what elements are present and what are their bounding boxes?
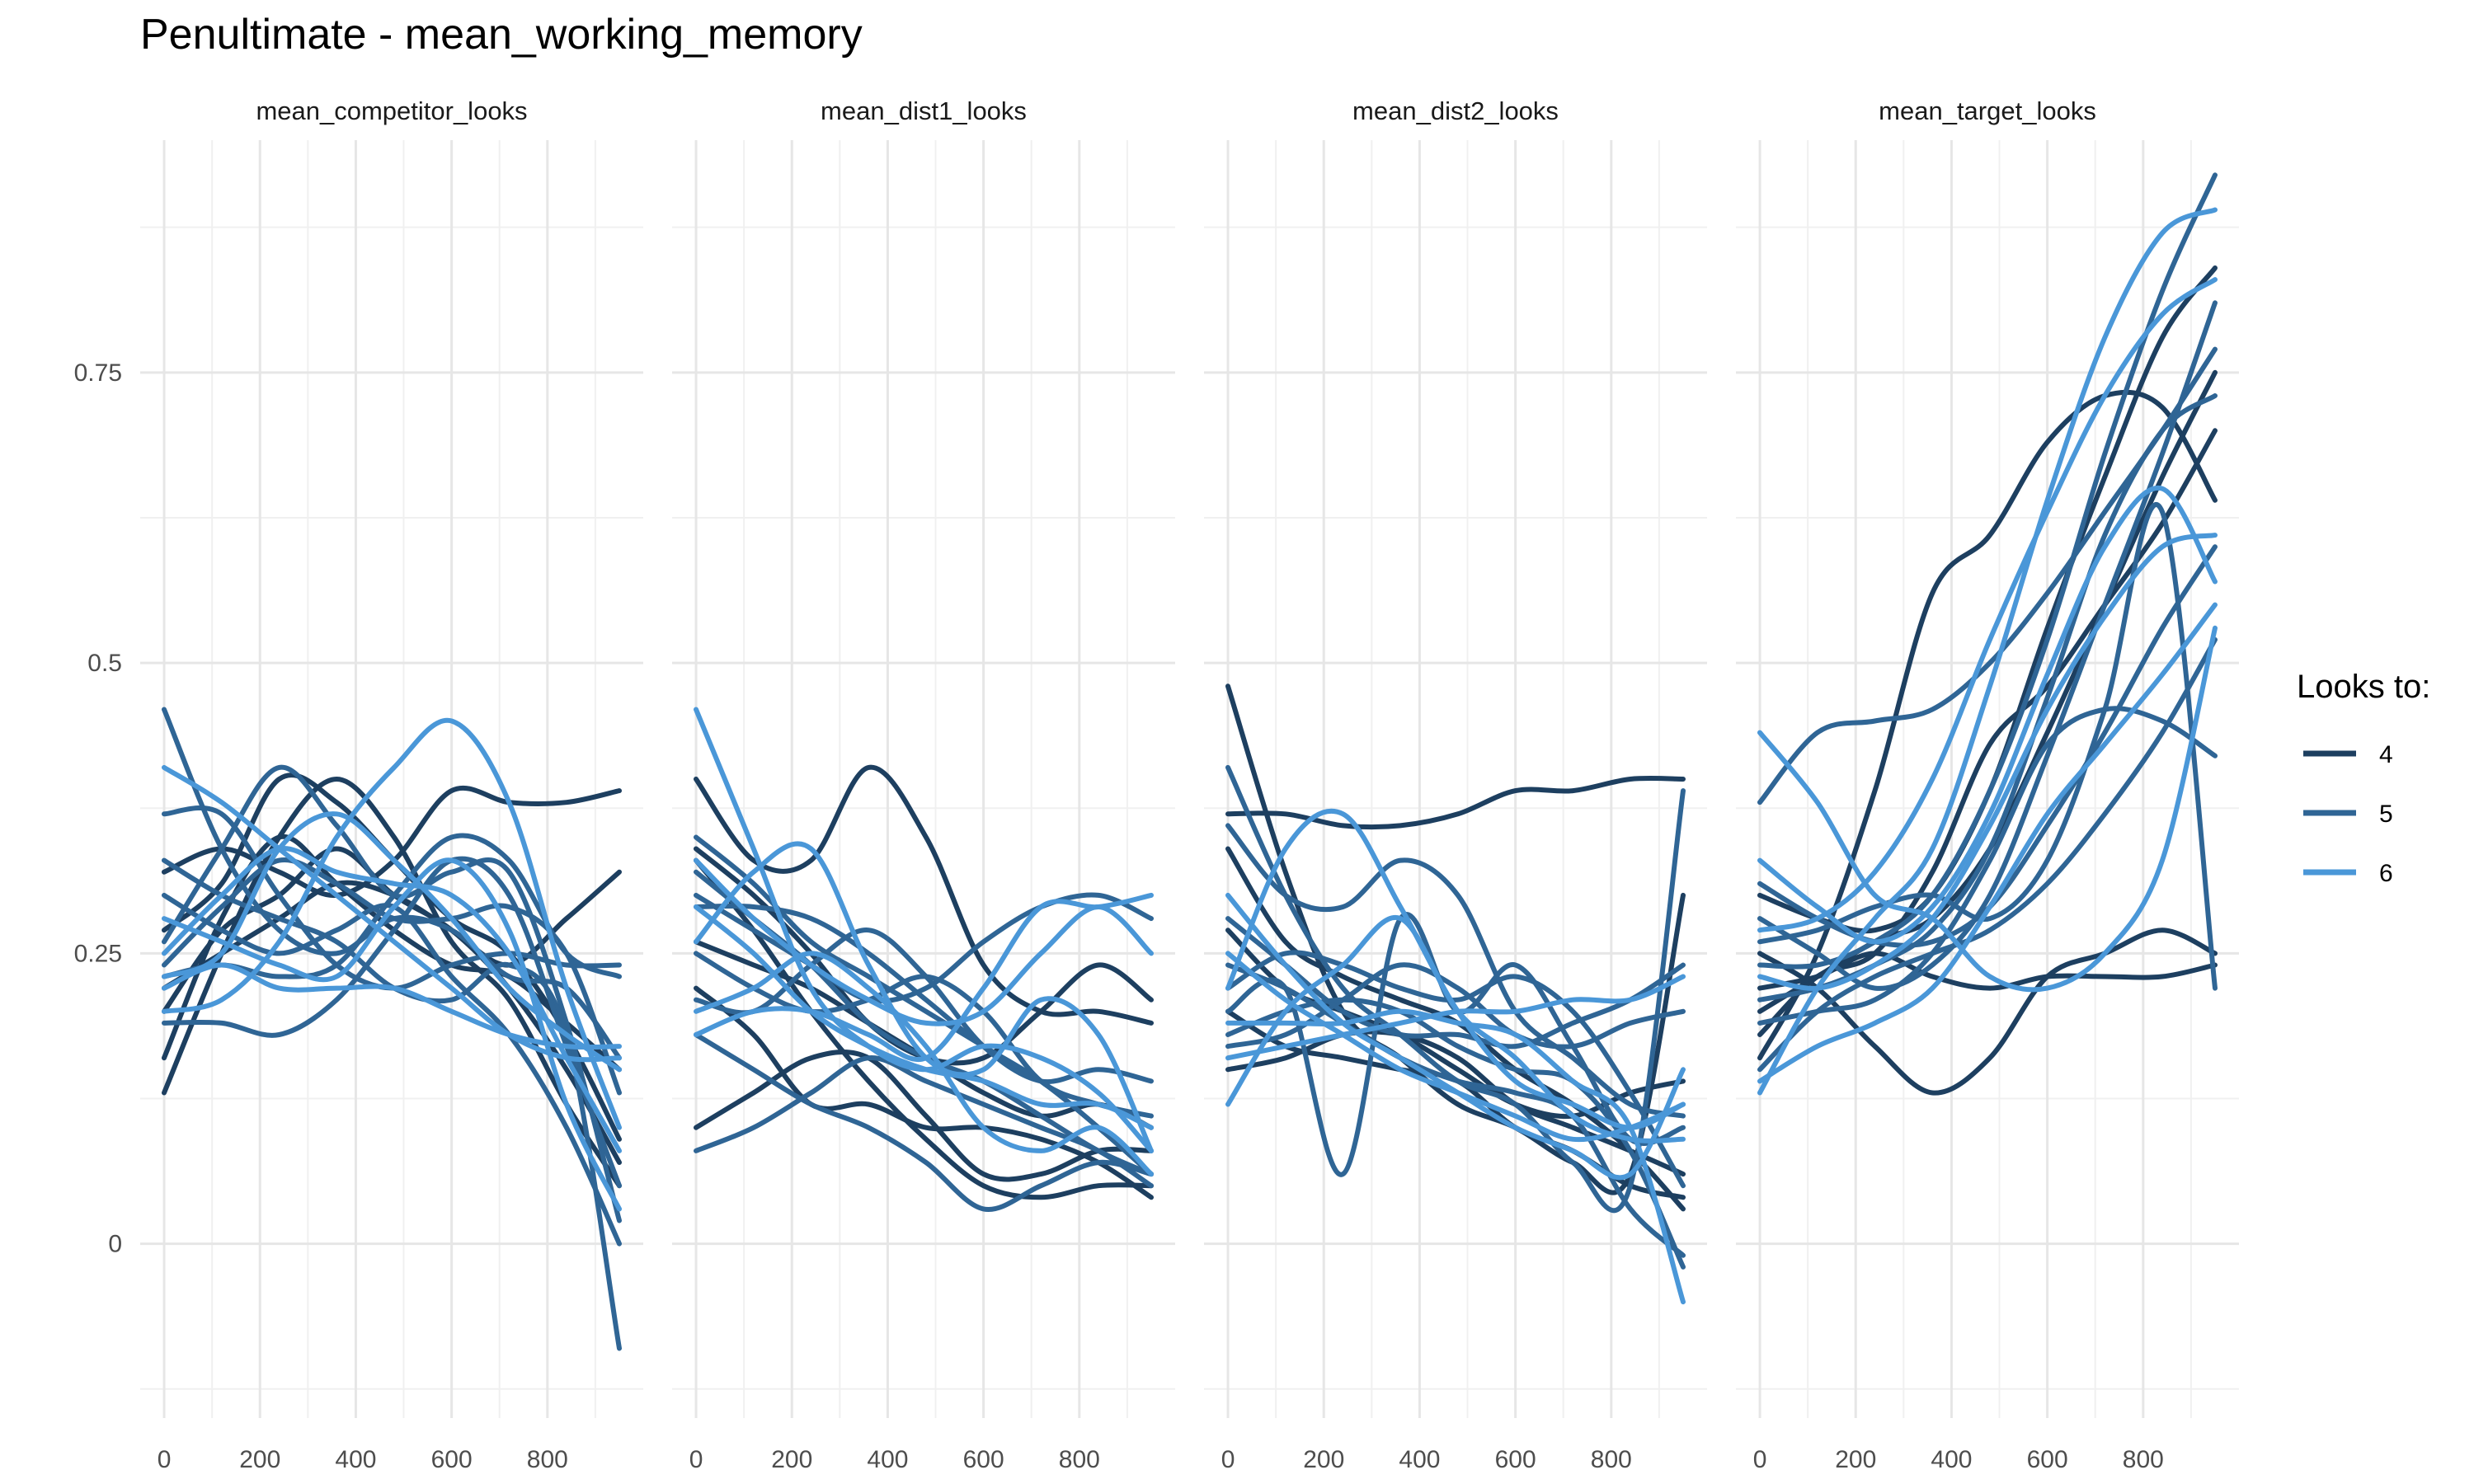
legend-title: Looks to: <box>2297 669 2430 705</box>
x-tick-label: 600 <box>963 1446 1004 1473</box>
series-line <box>162 857 622 1212</box>
x-tick-label: 400 <box>867 1446 908 1473</box>
series-line <box>694 892 1154 1004</box>
series-line <box>694 951 1154 1119</box>
series-line <box>162 764 622 1063</box>
x-tick-label: 400 <box>335 1446 376 1473</box>
x-tick-label: 800 <box>527 1446 568 1473</box>
series-line <box>162 892 622 1247</box>
series-line <box>1757 346 2218 805</box>
series-line <box>1225 775 1686 830</box>
x-tick-label: 800 <box>1059 1446 1100 1473</box>
series-line <box>1757 636 2218 1073</box>
series-line <box>1225 808 1686 1130</box>
series-line <box>694 904 1154 1130</box>
series-line <box>1757 172 2218 970</box>
series-line <box>162 857 622 1096</box>
series-line <box>694 857 1154 1200</box>
grid-layer <box>140 140 2239 1418</box>
legend-label: 4 <box>2379 741 2393 768</box>
x-tick-label: 600 <box>431 1446 473 1473</box>
series-line <box>694 857 1154 1026</box>
series-line <box>1757 706 2218 1026</box>
series-line <box>162 845 622 1153</box>
axis-layer: mean_competitor_looks 0 200 400 600 800 mean_d… <box>74 96 2164 1473</box>
series-line <box>1757 533 2218 991</box>
series-line <box>1757 207 2218 1096</box>
series-line <box>694 985 1154 1200</box>
chart-title: Penultimate - mean_working_memory <box>140 11 863 59</box>
y-tick-label: 0 <box>108 1231 122 1258</box>
series-line <box>1225 950 1686 1189</box>
y-tick-label: 0.25 <box>74 940 122 967</box>
x-tick-label: 200 <box>771 1446 812 1473</box>
series-line <box>694 841 1154 1153</box>
series-layer <box>162 172 2218 1351</box>
x-tick-label: 0 <box>1221 1446 1235 1473</box>
series-line <box>1225 823 1686 1119</box>
series-line <box>1757 928 2218 1096</box>
series-line <box>694 1032 1154 1212</box>
series-line <box>162 717 622 1130</box>
legend-label: 6 <box>2379 860 2393 887</box>
x-tick-label: 600 <box>1495 1446 1536 1473</box>
x-tick-label: 200 <box>1835 1446 1876 1473</box>
x-tick-label: 0 <box>689 1446 703 1473</box>
x-tick-label: 400 <box>1931 1446 1972 1473</box>
series-line <box>1225 912 1686 1177</box>
series-line <box>162 811 622 1073</box>
series-line <box>1225 962 1686 1258</box>
series-line <box>1225 764 1686 1214</box>
series-line <box>1757 485 2218 945</box>
facet-strip-label: mean_target_looks <box>1879 96 2096 125</box>
series-line <box>1225 974 1686 1061</box>
series-line <box>1757 502 2218 991</box>
series-line <box>1757 544 2218 948</box>
series-line <box>1757 602 2218 1084</box>
series-line <box>1757 428 2218 1037</box>
y-tick-label: 0.5 <box>87 650 122 677</box>
facet-strip-label: mean_competitor_looks <box>256 96 527 125</box>
series-line <box>1757 625 2218 993</box>
y-tick-label: 0.75 <box>74 359 122 387</box>
series-line <box>694 951 1154 1177</box>
x-tick-label: 800 <box>1591 1446 1632 1473</box>
x-tick-label: 200 <box>239 1446 280 1473</box>
series-line <box>1757 277 2218 933</box>
series-line <box>694 764 1154 1026</box>
series-line <box>162 785 622 898</box>
series-line <box>1225 997 1686 1270</box>
series-line <box>694 707 1154 1153</box>
series-line <box>162 856 622 1189</box>
series-line <box>1225 951 1686 1143</box>
x-tick-label: 0 <box>1753 1446 1767 1473</box>
x-tick-label: 0 <box>158 1446 172 1473</box>
x-tick-label: 400 <box>1399 1446 1440 1473</box>
series-line <box>162 962 622 1050</box>
x-tick-label: 600 <box>2027 1446 2068 1473</box>
facet-strip-label: mean_dist2_looks <box>1352 96 1559 125</box>
facet-strip-label: mean_dist1_looks <box>821 96 1027 125</box>
series-line <box>694 1050 1154 1182</box>
legend-label: 5 <box>2379 801 2393 828</box>
x-tick-label: 200 <box>1303 1446 1344 1473</box>
legend: Looks to: 4 5 6 <box>2297 669 2430 887</box>
x-tick-label: 800 <box>2123 1446 2164 1473</box>
